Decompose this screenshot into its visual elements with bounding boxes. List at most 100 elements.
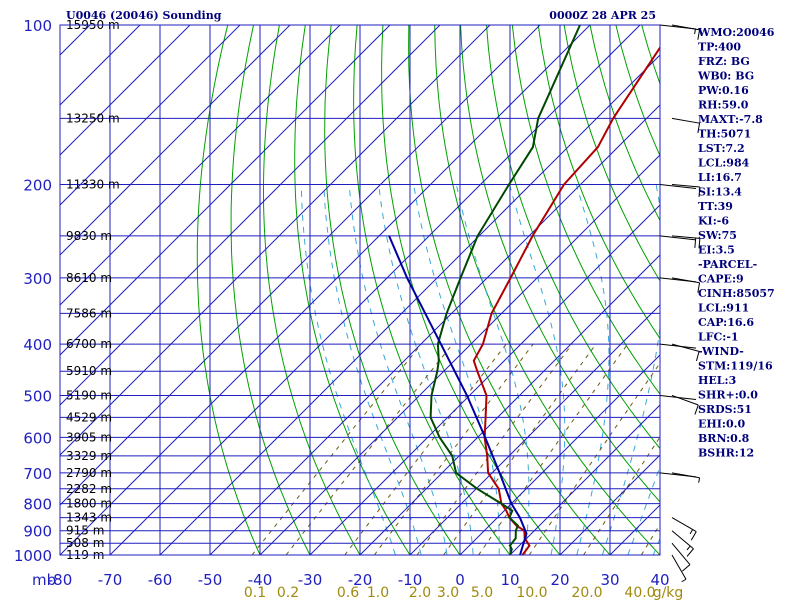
wind-barb-flag	[697, 29, 701, 40]
index-value: LFC:-1	[698, 331, 739, 344]
index-value: SI:13.4	[698, 186, 742, 199]
dry-adiabat	[460, 25, 660, 503]
index-value: LCL:984	[698, 157, 750, 170]
dry-adiabat	[381, 25, 561, 555]
moist-adiabat	[378, 184, 474, 555]
index-value: LI:16.7	[698, 171, 742, 184]
index-connector	[659, 394, 697, 400]
index-value: SRDS:51	[698, 403, 752, 416]
plot-frame	[59, 24, 661, 556]
pressure-tick-label: 600	[23, 429, 52, 447]
wind-barb-staff	[671, 343, 700, 352]
moist-adiabat	[575, 184, 610, 555]
height-label: 4529 m	[66, 410, 112, 424]
pressure-tick-label: 700	[23, 465, 52, 483]
index-connector	[659, 24, 697, 30]
isotherm	[159, 54, 660, 555]
mixing-ratio-label: 3.0	[437, 585, 459, 600]
dry-adiabat	[408, 25, 611, 555]
dry-adiabat	[537, 25, 660, 340]
wind-barb-flag	[697, 282, 701, 293]
wind-barb	[671, 117, 701, 134]
index-value: BSHR:12	[698, 447, 754, 460]
moist-adiabat	[509, 184, 566, 555]
dewpoint-line	[429, 25, 581, 555]
isotherm	[60, 25, 591, 555]
index-value: HEL:3	[698, 374, 736, 387]
index-value: BRN:0.8	[698, 432, 750, 445]
wind-barb-flag	[694, 404, 699, 415]
index-value: MAXT:-7.8	[698, 113, 763, 126]
height-label: 8610 m	[66, 271, 112, 285]
index-value: WB0: BG	[697, 70, 754, 83]
index-value: PW:0.16	[698, 84, 749, 97]
wind-barb-flag	[690, 531, 697, 541]
isotherm	[60, 25, 391, 356]
wind-barb	[671, 343, 700, 362]
temperature-tick-label: 30	[600, 571, 619, 589]
pressure-unit-label: mb	[32, 571, 56, 589]
wind-barb-flag	[695, 351, 700, 362]
index-value: TP:400	[698, 41, 741, 54]
index-value: TT:39	[698, 200, 733, 213]
mixing-ratio-label: 0.6	[337, 585, 359, 600]
wind-barb	[671, 554, 687, 583]
isotherm	[259, 154, 660, 555]
index-value: TH:5071	[698, 128, 751, 141]
background-grid	[60, 25, 660, 555]
isotherm	[209, 104, 660, 555]
index-value: SW:75	[698, 229, 737, 242]
index-value: EHI:0.0	[698, 418, 745, 431]
height-label: 915 m	[66, 524, 104, 538]
index-value: LST:7.2	[698, 142, 745, 155]
isotherm	[60, 25, 291, 256]
mixing-ratio-label: g/kg	[653, 585, 684, 600]
height-label: 6700 m	[66, 337, 112, 351]
dry-adiabat	[196, 25, 261, 555]
wind-barb-flag	[697, 123, 701, 134]
moist-adiabat	[348, 184, 448, 555]
index-value: CINH:85057	[698, 287, 775, 300]
index-value: FRZ: BG	[698, 55, 750, 68]
isotherm	[309, 204, 660, 555]
mixing-ratio-label: 2.0	[409, 585, 431, 600]
isotherm	[60, 25, 191, 156]
index-connector	[659, 184, 697, 190]
index-value: RH:59.0	[698, 99, 749, 112]
height-label: 7586 m	[66, 306, 112, 320]
isotherm	[359, 254, 660, 555]
mixing-ratio-label: 0.1	[244, 585, 266, 600]
isotherm	[60, 25, 541, 506]
wind-barb	[671, 184, 701, 197]
temperature-tick-label: -80	[48, 571, 73, 589]
pressure-tick-label: 900	[23, 523, 52, 541]
pressure-tick-label: 800	[23, 496, 52, 514]
isotherm	[459, 354, 660, 555]
index-value: CAP:16.6	[698, 316, 754, 329]
isotherm	[60, 25, 241, 206]
index-value: -WIND-	[698, 345, 744, 358]
mixing-ratio-label: 1.0	[367, 585, 389, 600]
moist-adiabat	[323, 184, 422, 555]
sounding-time: 0000Z 28 APR 25	[549, 9, 656, 22]
isotherm	[409, 304, 660, 555]
dry-adiabat	[294, 25, 411, 555]
temperature-tick-label: -20	[348, 571, 373, 589]
isotherm	[60, 25, 491, 456]
index-value: SHR+:0.0	[698, 389, 758, 402]
mixing-ratio-label: 0.2	[277, 585, 299, 600]
height-label: 1800 m	[66, 497, 112, 511]
height-label: 11330 m	[66, 178, 120, 192]
station-title: U0046 (20046) Sounding	[66, 9, 222, 22]
dry-adiabat	[486, 25, 660, 450]
temperature-tick-label: 0	[455, 571, 465, 589]
wind-barb	[671, 530, 694, 557]
temperature-tick-label: -50	[198, 571, 223, 589]
index-connector	[659, 472, 697, 478]
sounding-series	[388, 25, 660, 555]
wind-barb-flag	[686, 548, 694, 557]
wind-barb-flag	[698, 477, 701, 483]
height-label: 13250 m	[66, 111, 120, 125]
